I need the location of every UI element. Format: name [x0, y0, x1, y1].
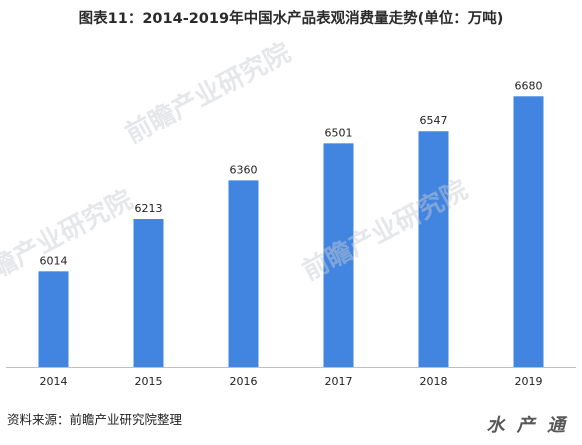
chart-title: 图表11：2014-2019年中国水产品表观消费量走势(单位：万吨) [78, 11, 504, 27]
x-tick-label-2019: 2019 [515, 375, 543, 388]
data-label-2017: 6501 [325, 126, 353, 139]
data-label-2018: 6547 [420, 114, 448, 127]
data-label-2015: 6213 [135, 202, 163, 215]
x-tick-label-2017: 2017 [325, 375, 353, 388]
x-tick-label-2018: 2018 [420, 375, 448, 388]
bar-2014 [38, 271, 69, 367]
bar-2019 [513, 96, 544, 367]
bar-2017 [323, 143, 354, 367]
data-label-2019: 6680 [515, 79, 543, 92]
data-label-2014: 6014 [40, 254, 68, 267]
x-tick-label-2016: 2016 [230, 375, 258, 388]
bar-2015 [133, 219, 164, 367]
source-note: 资料来源：前瞻产业研究院整理 [7, 412, 183, 427]
x-tick-label-2014: 2014 [40, 375, 68, 388]
bar-2016 [228, 180, 259, 367]
bar-2018 [418, 131, 449, 367]
corner-watermark: 水 产 通 [486, 415, 568, 436]
x-tick-label-2015: 2015 [135, 375, 163, 388]
data-label-2016: 6360 [230, 163, 258, 176]
